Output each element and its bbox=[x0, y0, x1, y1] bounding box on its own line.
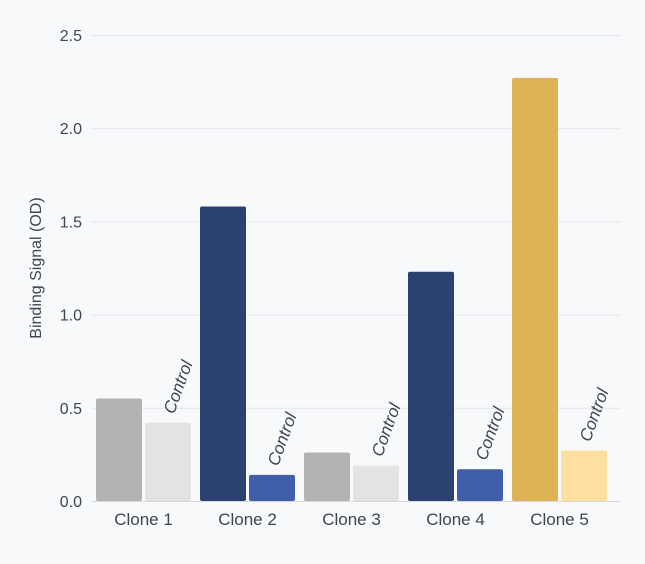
bar-control-4 bbox=[457, 469, 503, 501]
x-tick-label-5: Clone 5 bbox=[530, 510, 589, 529]
control-annotation-2: Control bbox=[264, 409, 301, 468]
bar-clone-2 bbox=[200, 206, 246, 501]
x-axis-labels: Clone 1 Clone 2 Clone 3 Clone 4 Clone 5 bbox=[114, 510, 589, 529]
x-tick-label-1: Clone 1 bbox=[114, 510, 173, 529]
y-axis-title: Binding Signal (OD) bbox=[28, 197, 45, 338]
bar-control-1 bbox=[145, 422, 191, 501]
bar-clone-4 bbox=[408, 271, 454, 501]
y-tick-label-3: 1.5 bbox=[60, 214, 82, 231]
y-tick-label-1: 0.5 bbox=[60, 401, 82, 418]
control-annotation-1: Control bbox=[160, 357, 197, 416]
y-tick-label-4: 2.0 bbox=[60, 121, 82, 138]
bar-clone-5 bbox=[512, 77, 558, 501]
y-tick-label-5: 2.5 bbox=[60, 28, 82, 45]
y-tick-label-2: 1.0 bbox=[60, 308, 82, 325]
control-annotation-5: Control bbox=[576, 385, 613, 444]
bar-control-2 bbox=[249, 474, 295, 501]
bar-control-5 bbox=[561, 450, 607, 501]
bar-clone-3 bbox=[304, 452, 350, 501]
y-tick-label-0: 0.0 bbox=[60, 494, 82, 511]
bar-control-3 bbox=[353, 465, 399, 501]
control-annotation-4: Control bbox=[472, 404, 509, 463]
bar-clone-1 bbox=[96, 398, 142, 501]
x-tick-label-3: Clone 3 bbox=[322, 510, 381, 529]
x-tick-label-2: Clone 2 bbox=[218, 510, 277, 529]
x-tick-label-4: Clone 4 bbox=[426, 510, 485, 529]
y-axis-ticks: 0.0 0.5 1.0 1.5 2.0 2.5 bbox=[60, 28, 82, 511]
